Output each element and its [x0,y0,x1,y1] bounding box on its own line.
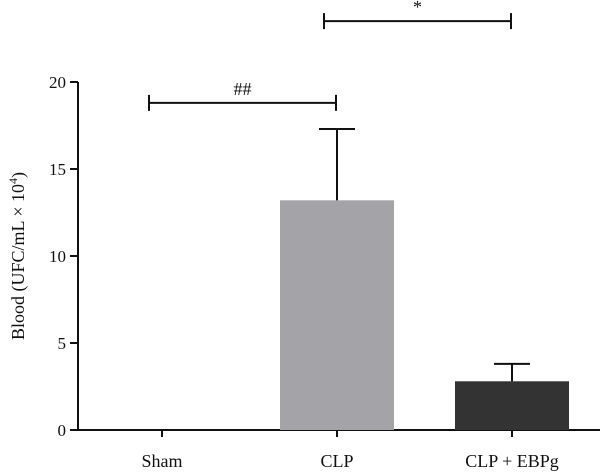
significance-brackets: ## * [148,0,512,111]
y-tick-label: 0 [58,421,67,440]
error-bars [319,127,530,382]
x-tick-label: Sham [141,451,182,471]
bar [280,200,394,430]
y-axis-label-superscript: 4 [6,178,20,184]
y-tick-label: 10 [49,247,66,266]
axes: 0 5 10 15 20 Sham CLP CLP + EBPg [49,73,600,471]
y-axis-label-text: Blood (UFC/mL × 10 [8,184,29,340]
x-tick-label: CLP + EBPg [465,451,559,471]
y-axis-label-close: ) [8,172,29,178]
significance-label: ## [234,79,252,99]
x-tick-label: CLP [320,451,353,471]
significance-label: * [413,0,422,17]
bars [280,200,569,430]
svg-text:Blood (UFC/mL × 104): Blood (UFC/mL × 104) [6,172,29,340]
y-axis-label: Blood (UFC/mL × 104) [6,172,29,340]
bar [455,381,569,430]
y-tick-label: 5 [58,334,67,353]
y-tick-label: 20 [49,73,66,92]
y-tick-label: 15 [49,160,66,179]
